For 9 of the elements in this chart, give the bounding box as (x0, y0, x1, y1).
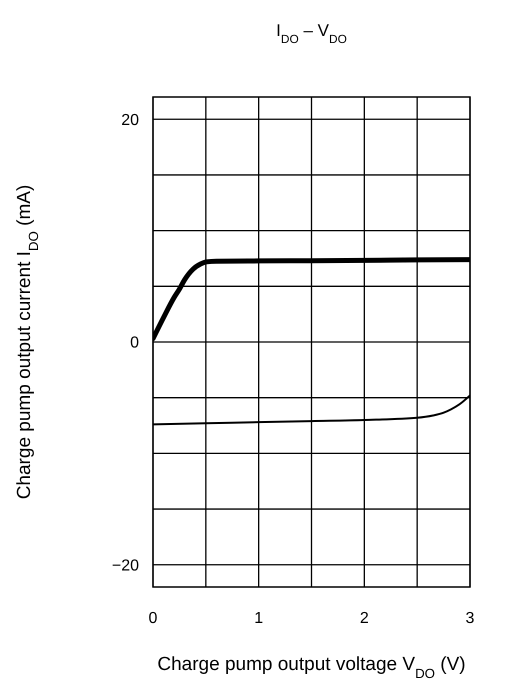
y-tick-label: −20 (112, 557, 140, 574)
x-axis-title: Charge pump output voltage V$_{DO}$ (V) (157, 654, 466, 680)
x-tick-label: 1 (254, 610, 264, 627)
x-tick-label: 0 (148, 610, 158, 627)
chart-title: I$_{DO}$ – V$_{DO}$ (276, 21, 347, 46)
y-tick-label: 0 (130, 334, 140, 352)
x-tick-label: 2 (360, 610, 369, 627)
y-tick-label: 20 (121, 112, 140, 129)
x-tick-label: 3 (466, 610, 475, 627)
